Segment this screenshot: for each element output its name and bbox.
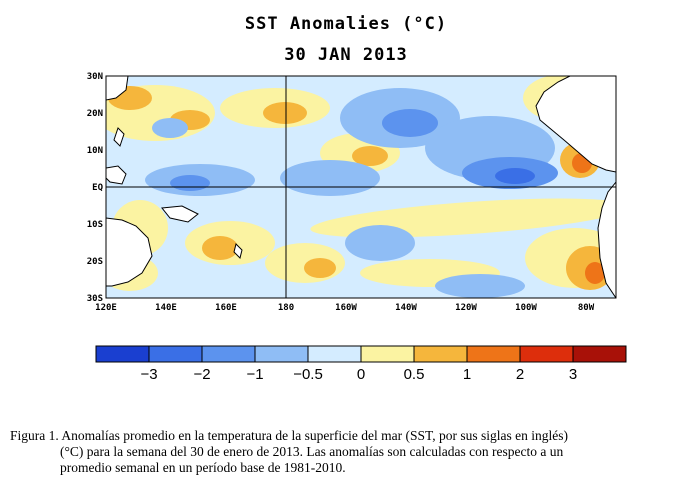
color-scale-swatch [307, 345, 362, 363]
new-guinea-land [161, 205, 199, 223]
map-title: SST Anomalies (°C) [244, 14, 448, 34]
lon-label: 180 [278, 303, 294, 313]
lat-label: 20N [87, 109, 103, 119]
scale-label: 2 [516, 366, 524, 383]
philippines-land [113, 127, 125, 147]
lat-label: 30N [87, 72, 103, 82]
color-scale-bar: −3 −2 −1 −0.5 0 0.5 1 2 3 [95, 345, 627, 383]
south-america-land [597, 181, 616, 298]
color-scale-swatch [254, 345, 309, 363]
lon-label: 80W [578, 303, 595, 313]
scale-label: 0.5 [404, 366, 425, 383]
scale-label: 3 [569, 366, 577, 383]
land-masses [106, 76, 616, 298]
vanuatu-land [233, 243, 243, 259]
scale-label: −3 [140, 366, 157, 383]
color-scale-swatch [148, 345, 203, 363]
scale-label: 1 [463, 366, 471, 383]
color-scale-swatch [519, 345, 574, 363]
color-scale-swatch [466, 345, 521, 363]
caption-line: Figura 1. Anomalías promedio en la tempe… [10, 428, 568, 443]
australia-land [106, 217, 153, 287]
borneo-land [106, 165, 127, 185]
lon-label: 160E [215, 303, 237, 313]
lat-label: EQ [92, 183, 103, 193]
lon-label: 140W [395, 303, 417, 313]
lat-label: 20S [87, 257, 103, 267]
scale-label: −1 [246, 366, 263, 383]
figure-caption: Figura 1. Anomalías promedio en la tempe… [10, 428, 682, 476]
asia-land [106, 76, 129, 101]
lat-label: 10N [87, 146, 103, 156]
color-scale-swatch [413, 345, 468, 363]
lon-label: 160W [335, 303, 357, 313]
caption-line: (°C) para la semana del 30 de enero de 2… [60, 444, 564, 459]
lon-label: 140E [155, 303, 177, 313]
lon-label: 120E [95, 303, 117, 313]
caption-line: promedio semanal en un período base de 1… [60, 460, 346, 475]
color-scale-swatch [360, 345, 415, 363]
color-scale-boxes [95, 345, 627, 363]
sst-anomaly-map: 30N 20N 10N EQ 10S 20S 30S 120E 140E 160… [87, 72, 617, 313]
lat-label: 30S [87, 294, 103, 304]
map-date: 30 JAN 2013 [284, 45, 408, 65]
color-scale-swatch [95, 345, 150, 363]
lat-label: 10S [87, 220, 103, 230]
lon-label: 120W [455, 303, 477, 313]
north-america-land [535, 76, 616, 173]
color-scale-swatch [572, 345, 627, 363]
scale-label: 0 [357, 366, 365, 383]
scale-label: −0.5 [293, 366, 323, 383]
scale-label: −2 [193, 366, 210, 383]
lon-label: 100W [515, 303, 537, 313]
color-scale-swatch [201, 345, 256, 363]
